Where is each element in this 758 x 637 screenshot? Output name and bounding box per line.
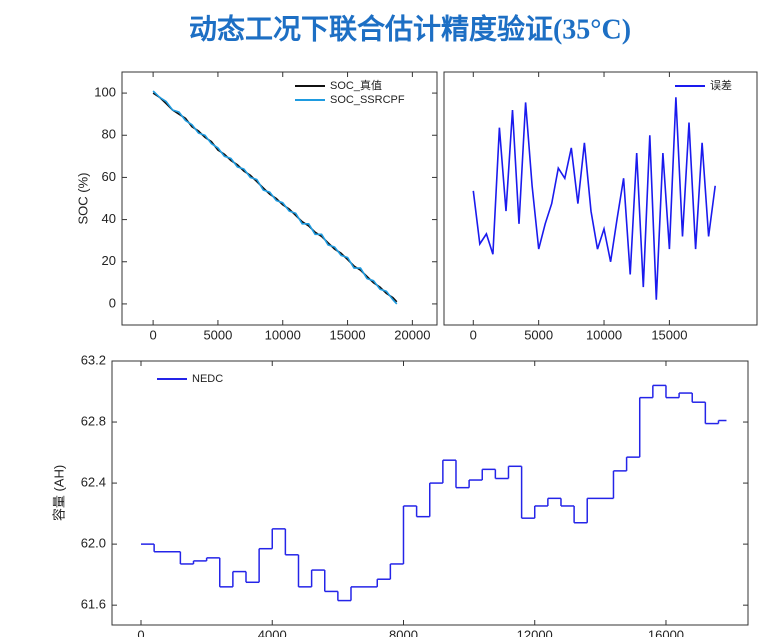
y-tick-label: 62.4	[81, 475, 106, 490]
y-tick-label: 62.0	[81, 536, 106, 551]
x-tick-label: 16000	[648, 627, 684, 637]
plot-frame	[443, 71, 758, 326]
y-tick-label: 60	[102, 169, 116, 184]
series-line	[152, 90, 398, 305]
y-axis-label: 容量 (AH)	[51, 465, 66, 521]
x-tick-label: 8000	[389, 627, 418, 637]
series-line	[472, 97, 716, 300]
x-tick-label: 10000	[586, 327, 622, 342]
plot-frame	[121, 71, 438, 326]
legend-label: 误差	[710, 78, 732, 92]
x-tick-label: 10000	[265, 327, 301, 342]
x-tick-label: 4000	[258, 627, 287, 637]
y-tick-label: 40	[102, 211, 116, 226]
y-tick-label: 61.6	[81, 597, 106, 612]
x-tick-label: 0	[470, 327, 477, 342]
y-tick-label: 80	[102, 127, 116, 142]
y-tick-label: 20	[102, 253, 116, 268]
x-tick-label: 15000	[651, 327, 687, 342]
slide-title: 动态工况下联合估计精度验证(35°C)	[189, 12, 631, 45]
y-tick-label: 63.2	[81, 352, 106, 367]
y-tick-label: 100	[94, 85, 116, 100]
x-tick-label: 0	[149, 327, 156, 342]
x-tick-label: 12000	[517, 627, 553, 637]
y-tick-label: 0	[109, 295, 116, 310]
legend-label: SOC_真值	[330, 78, 382, 92]
plot-frame	[111, 360, 749, 626]
legend-label: NEDC	[192, 373, 223, 385]
series-line	[152, 92, 398, 303]
legend-label: SOC_SSRCPF	[330, 94, 405, 106]
x-tick-label: 15000	[329, 327, 365, 342]
y-tick-label: 62.8	[81, 413, 106, 428]
x-tick-label: 5000	[524, 327, 553, 342]
x-tick-label: 0	[137, 627, 144, 637]
x-tick-label: 20000	[394, 327, 430, 342]
y-axis-label: SOC (%)	[75, 173, 90, 225]
x-tick-label: 5000	[203, 327, 232, 342]
